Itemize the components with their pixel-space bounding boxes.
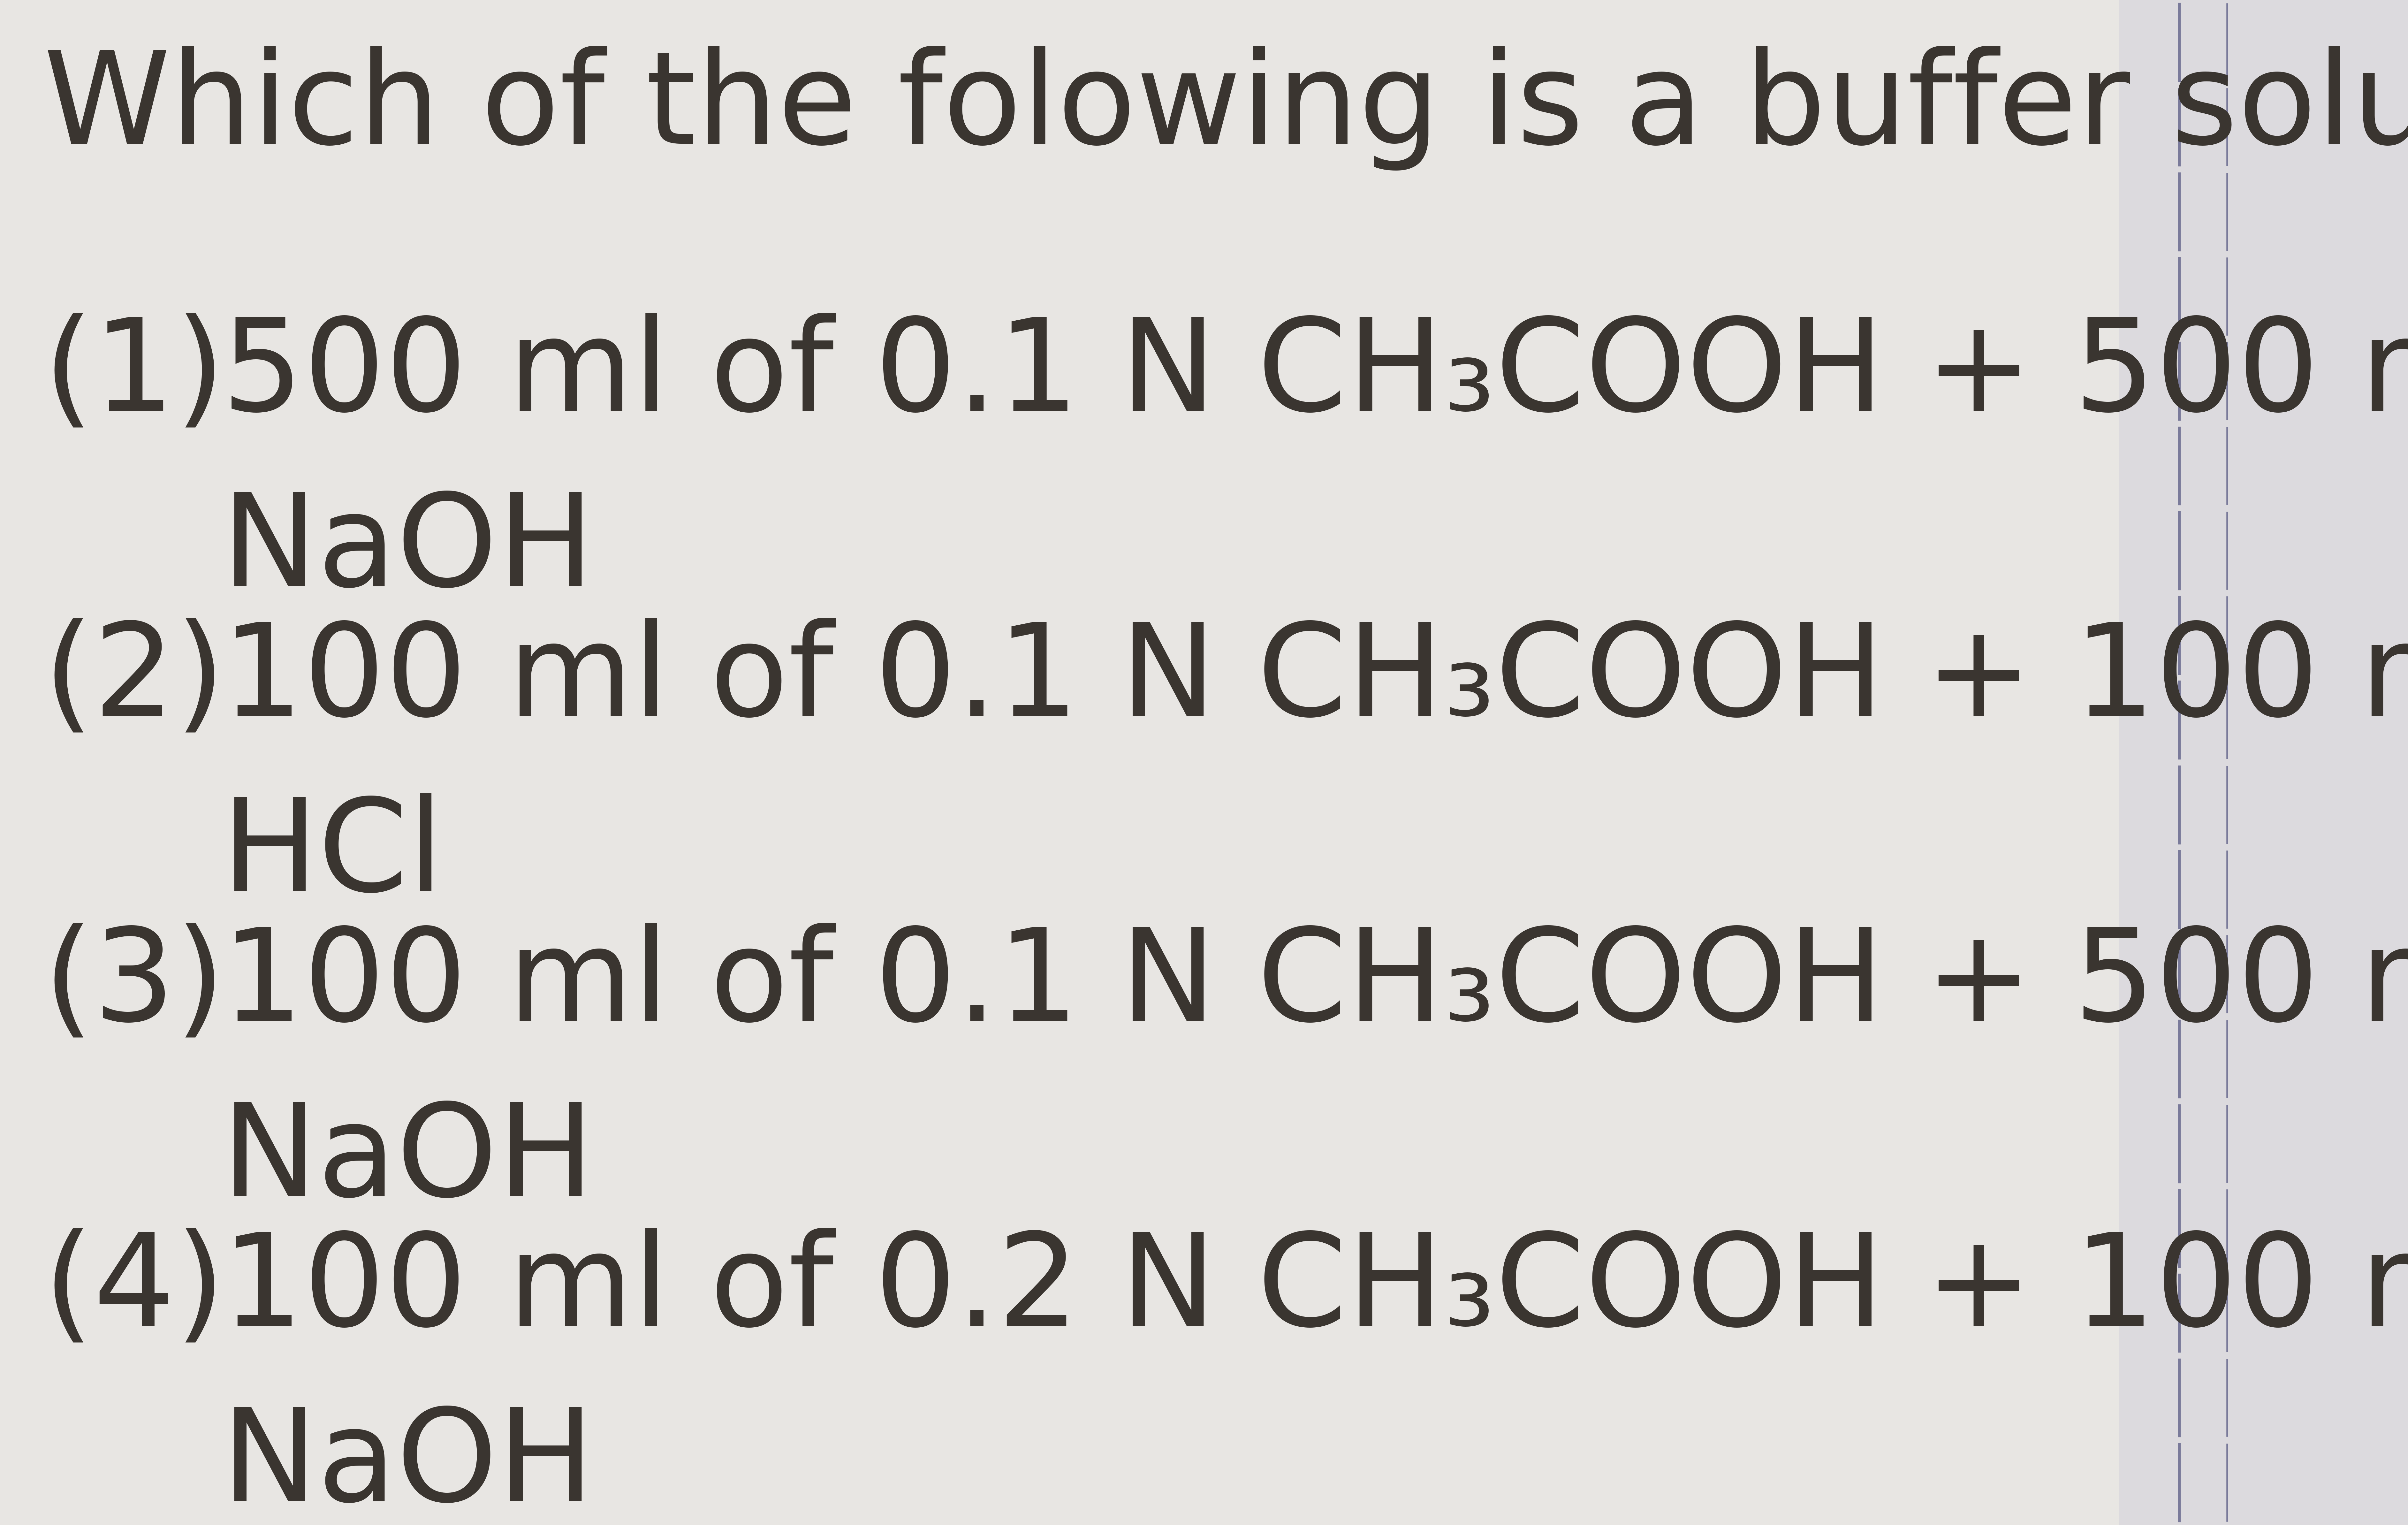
Text: Which of the folowing is a buffer solution?: Which of the folowing is a buffer soluti… [43,46,2408,171]
Text: (4): (4) [43,1228,226,1353]
Text: (2): (2) [43,618,226,743]
Text: (3): (3) [43,923,226,1048]
Text: 100 ml of 0.2 N CH₃COOH + 100 ml of 0.1 N: 100 ml of 0.2 N CH₃COOH + 100 ml of 0.1 … [222,1228,2408,1353]
Bar [2119,0,2408,1525]
Text: NaOH: NaOH [222,1098,595,1223]
Text: 500 ml of 0.1 N CH₃COOH + 500 ml of 0.1 N: 500 ml of 0.1 N CH₃COOH + 500 ml of 0.1 … [222,313,2408,438]
Text: 100 ml of 0.1 N CH₃COOH + 500 ml of 0.2 N: 100 ml of 0.1 N CH₃COOH + 500 ml of 0.2 … [222,923,2408,1048]
Text: (1): (1) [43,313,226,438]
Text: 100 ml of 0.1 N CH₃COOH + 100 ml of 0.1 N: 100 ml of 0.1 N CH₃COOH + 100 ml of 0.1 … [222,618,2408,743]
Text: HCl: HCl [222,793,443,918]
Text: NaOH: NaOH [222,488,595,613]
Text: NaOH: NaOH [222,1403,595,1525]
